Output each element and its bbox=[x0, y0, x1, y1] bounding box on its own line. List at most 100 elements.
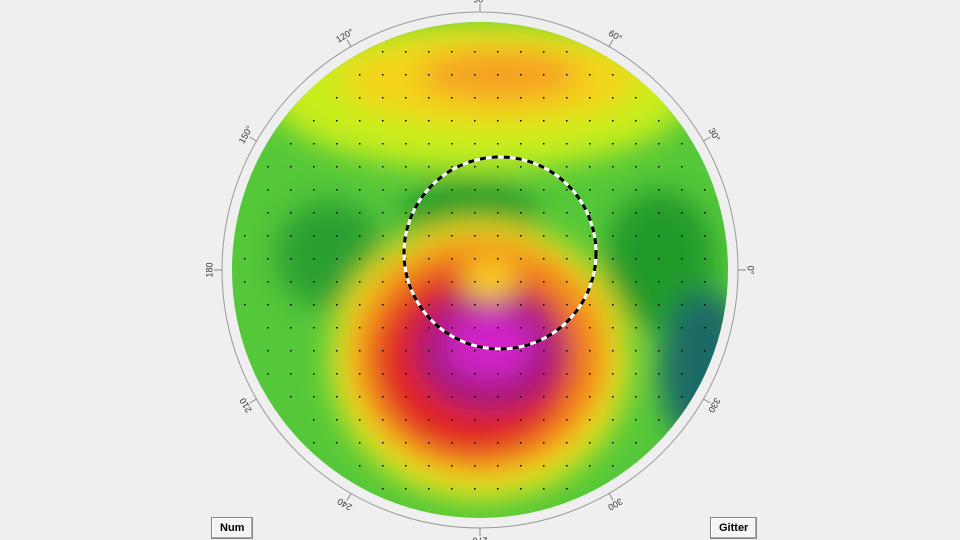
angle-label: 0° bbox=[746, 266, 756, 275]
grid-dot bbox=[313, 350, 315, 352]
grid-dot bbox=[681, 281, 683, 283]
grid-dot bbox=[566, 350, 568, 352]
angle-label: 300 bbox=[606, 496, 624, 512]
grid-dot bbox=[382, 143, 384, 145]
grid-dot bbox=[589, 235, 591, 237]
grid-dot bbox=[589, 304, 591, 306]
grid-dot bbox=[382, 488, 384, 490]
grid-dot bbox=[428, 442, 430, 444]
grid-dot bbox=[359, 97, 361, 99]
grid-dot bbox=[543, 97, 545, 99]
grid-dot bbox=[520, 166, 522, 168]
grid-dot bbox=[543, 442, 545, 444]
grid-dot bbox=[451, 419, 453, 421]
gitter-button[interactable]: Gitter bbox=[710, 517, 758, 539]
num-button[interactable]: Num bbox=[211, 517, 254, 539]
grid-dot bbox=[635, 166, 637, 168]
grid-dot bbox=[313, 258, 315, 260]
grid-dot bbox=[451, 189, 453, 191]
grid-dot bbox=[451, 465, 453, 467]
grid-dot bbox=[428, 97, 430, 99]
grid-dot bbox=[635, 350, 637, 352]
grid-dot bbox=[428, 166, 430, 168]
grid-dot bbox=[474, 465, 476, 467]
grid-dot bbox=[612, 465, 614, 467]
grid-dot bbox=[474, 189, 476, 191]
grid-dot bbox=[681, 166, 683, 168]
grid-dot bbox=[359, 373, 361, 375]
grid-dot bbox=[336, 189, 338, 191]
grid-dot bbox=[612, 304, 614, 306]
grid-dot bbox=[543, 488, 545, 490]
grid-dot bbox=[497, 396, 499, 398]
grid-dot bbox=[336, 373, 338, 375]
grid-dot bbox=[589, 97, 591, 99]
grid-dot bbox=[382, 74, 384, 76]
grid-dot bbox=[428, 120, 430, 122]
grid-dot bbox=[336, 143, 338, 145]
grid-dot bbox=[612, 97, 614, 99]
angle-label: 120° bbox=[334, 26, 355, 44]
grid-dot bbox=[405, 120, 407, 122]
grid-dot bbox=[658, 419, 660, 421]
grid-dot bbox=[681, 258, 683, 260]
grid-dot bbox=[520, 419, 522, 421]
grid-dot bbox=[359, 74, 361, 76]
grid-dot bbox=[405, 419, 407, 421]
grid-dot bbox=[359, 281, 361, 283]
grid-dot bbox=[497, 74, 499, 76]
grid-dot bbox=[704, 281, 706, 283]
grid-dot bbox=[474, 212, 476, 214]
grid-dot bbox=[382, 442, 384, 444]
grid-dot bbox=[382, 350, 384, 352]
grid-dot bbox=[405, 281, 407, 283]
grid-dot bbox=[313, 235, 315, 237]
grid-dot bbox=[451, 235, 453, 237]
grid-dot bbox=[635, 97, 637, 99]
grid-dot bbox=[566, 442, 568, 444]
grid-dot bbox=[497, 258, 499, 260]
grid-dot bbox=[497, 166, 499, 168]
grid-dot bbox=[336, 419, 338, 421]
angle-label: 210 bbox=[238, 396, 254, 414]
grid-dot bbox=[428, 143, 430, 145]
grid-dot bbox=[681, 350, 683, 352]
grid-dot bbox=[382, 396, 384, 398]
grid-dot bbox=[428, 281, 430, 283]
grid-dot bbox=[635, 442, 637, 444]
grid-dot bbox=[704, 189, 706, 191]
zone-circle-dash bbox=[402, 155, 598, 351]
grid-dot bbox=[405, 258, 407, 260]
grid-dot bbox=[681, 327, 683, 329]
grid-dot bbox=[658, 143, 660, 145]
grid-dot bbox=[428, 396, 430, 398]
grid-dot bbox=[267, 350, 269, 352]
grid-dot bbox=[405, 465, 407, 467]
grid-dot bbox=[359, 396, 361, 398]
grid-dot bbox=[405, 488, 407, 490]
grid-dot bbox=[566, 120, 568, 122]
grid-dot bbox=[451, 120, 453, 122]
grid-dot bbox=[566, 327, 568, 329]
grid-dot bbox=[474, 166, 476, 168]
grid-dot bbox=[313, 373, 315, 375]
grid-dot bbox=[520, 143, 522, 145]
grid-dot bbox=[589, 212, 591, 214]
grid-dot bbox=[543, 143, 545, 145]
grid-dot bbox=[451, 258, 453, 260]
grid-dot bbox=[566, 212, 568, 214]
grid-dot bbox=[681, 143, 683, 145]
grid-dot bbox=[244, 235, 246, 237]
grid-dot bbox=[589, 120, 591, 122]
grid-dot bbox=[359, 419, 361, 421]
grid-dot bbox=[543, 51, 545, 53]
grid-dot bbox=[543, 258, 545, 260]
grid-dot bbox=[543, 350, 545, 352]
angle-label: 60° bbox=[607, 28, 624, 44]
grid-dot bbox=[428, 373, 430, 375]
grid-dot bbox=[704, 235, 706, 237]
grid-dot bbox=[589, 166, 591, 168]
grid-dot bbox=[658, 166, 660, 168]
grid-dot bbox=[589, 258, 591, 260]
